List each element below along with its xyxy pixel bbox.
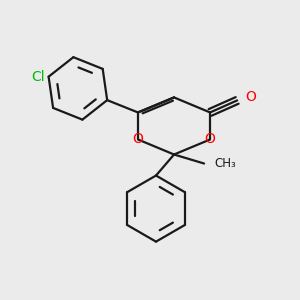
- Text: Cl: Cl: [31, 70, 45, 84]
- Text: O: O: [245, 90, 256, 104]
- Text: O: O: [133, 133, 143, 146]
- Text: O: O: [205, 133, 215, 146]
- Text: CH₃: CH₃: [214, 157, 236, 170]
